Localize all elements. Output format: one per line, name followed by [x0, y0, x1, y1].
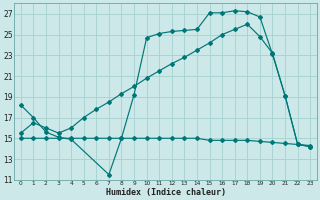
X-axis label: Humidex (Indice chaleur): Humidex (Indice chaleur)	[106, 188, 226, 197]
